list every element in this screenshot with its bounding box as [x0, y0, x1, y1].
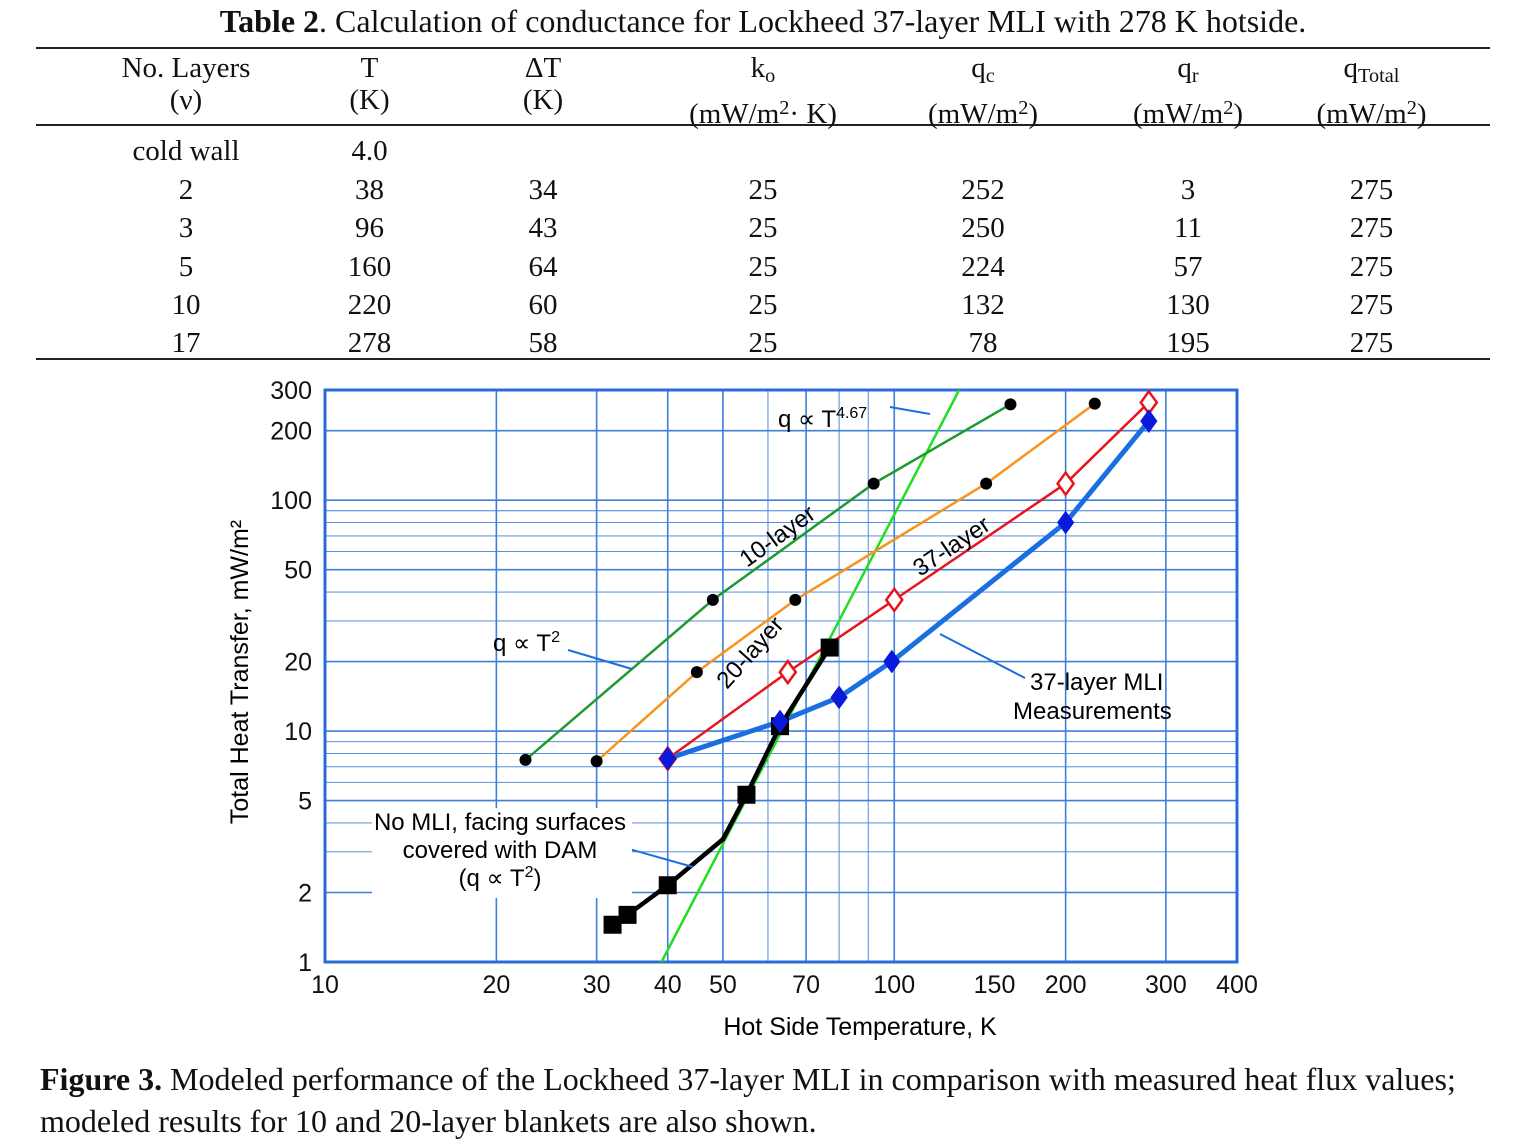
- series-no-mli-point: [618, 905, 637, 924]
- x-tick-label: 150: [974, 971, 1016, 999]
- series-measurements-point: [1140, 409, 1158, 433]
- data-table: No. Layers (ν) T (K) ΔT (K) ko (mW/m2· K) qc…: [36, 52, 1490, 363]
- y-tick-label: 20: [284, 649, 312, 677]
- series-10-layer-line: [524, 403, 1012, 761]
- leader-t467: [889, 406, 931, 415]
- series-10-layer-point: [519, 753, 532, 766]
- x-tick-label: 300: [1145, 971, 1187, 999]
- col-header-layers: No. Layers (ν): [121, 52, 251, 116]
- figure-caption: Figure 3. Modeled performance of the Loc…: [40, 1058, 1500, 1142]
- leader-t2: [567, 649, 633, 670]
- series-10-layer-point: [706, 593, 719, 606]
- col-header-dt: ΔT (K): [522, 52, 564, 116]
- table-row: 3 96 43 25 250 11 275: [178, 212, 1394, 245]
- series-no-mli-point: [820, 638, 839, 657]
- series-20-layer-point: [590, 755, 603, 768]
- table-row: 2 38 34 25 252 3 275: [178, 173, 1394, 206]
- col-header-t: T (K): [349, 52, 390, 116]
- series-measurements-point: [659, 746, 677, 771]
- table-row: 17 278 58 25 78 195 275: [171, 327, 1394, 360]
- table-row: cold wall 4.0: [132, 135, 388, 168]
- x-tick-label: 50: [709, 971, 737, 999]
- table-title: . Calculation of conductance for Lockhee…: [319, 3, 1307, 39]
- col-header-qtotal: qTotal (mW/m2): [1316, 52, 1427, 131]
- figure-caption-text: Modeled performance of the Lockheed 37-l…: [40, 1061, 1456, 1139]
- x-tick-label: 20: [482, 971, 510, 999]
- label-no-mli-1: No MLI, facing surfaces: [374, 809, 626, 836]
- table-row: 10 220 60 25 132 130 275: [171, 288, 1394, 321]
- figure-label: Figure 3.: [40, 1061, 163, 1097]
- series-37-layer-point: [778, 659, 798, 686]
- y-tick-label: 5: [298, 788, 312, 816]
- y-tick-label: 100: [270, 487, 312, 515]
- y-tick-label: 10: [284, 718, 312, 746]
- x-tick-label: 200: [1045, 971, 1087, 999]
- table-header-rule: [36, 124, 1490, 126]
- table-caption: Table 2. Calculation of conductance for …: [0, 2, 1526, 40]
- series-10-layer-point: [867, 477, 880, 490]
- y-tick-label: 1: [298, 949, 312, 977]
- y-axis-label: Total Heat Transfer, mW/m²: [226, 520, 254, 824]
- series-37-layer-point: [884, 586, 904, 614]
- series-measurements-point: [1057, 510, 1075, 535]
- table-label: Table 2: [219, 3, 320, 39]
- plot-frame: [323, 388, 1239, 964]
- series-measurements-line: [666, 419, 1151, 761]
- series-no-mli-point: [737, 785, 756, 804]
- label-t2: q ∝ T2: [493, 629, 560, 657]
- series-no-mli-point: [658, 876, 677, 895]
- y-tick-label: 200: [270, 418, 312, 446]
- series-20-layer-point: [980, 477, 993, 490]
- col-header-ko: ko (mW/m2· K): [689, 52, 837, 131]
- x-tick-label: 40: [654, 971, 682, 999]
- col-header-qr: qr (mW/m2): [1132, 52, 1243, 131]
- series-37-layer-point: [1056, 470, 1076, 497]
- label-no-mli-2: covered with DAM: [403, 837, 598, 864]
- heat-transfer-chart: 10 20 30 40 50 70 100 150 200 300 400 1 2 5 10 20 50 100 2…: [226, 377, 1258, 1041]
- label-measurements-2: Measurements: [1013, 698, 1172, 725]
- y-tick-label: 2: [298, 879, 312, 907]
- label-measurements-1: 37-layer MLI: [1030, 669, 1163, 696]
- series-no-mli-point: [603, 915, 622, 934]
- table-top-rule: [36, 47, 1490, 49]
- chart-ticks: 10 20 30 40 50 70 100 150 200 300 400 1 2 5 10 20 50 100 2…: [270, 377, 1258, 999]
- x-tick-label: 10: [311, 971, 339, 999]
- x-tick-label: 70: [792, 971, 820, 999]
- x-tick-label: 400: [1216, 971, 1258, 999]
- series-20-layer-point: [690, 666, 703, 679]
- series-10-layer-point: [1004, 398, 1017, 411]
- y-tick-label: 50: [284, 557, 312, 585]
- y-tick-label: 300: [270, 377, 312, 405]
- table-bottom-rule: [36, 358, 1490, 360]
- x-tick-label: 100: [873, 971, 915, 999]
- x-axis-label: Hot Side Temperature, K: [723, 1013, 997, 1041]
- label-no-mli-3: (q ∝ T2): [459, 864, 542, 892]
- series-no-mli-line: [611, 646, 832, 927]
- series-20-layer-point: [789, 593, 802, 606]
- table-row: 5 160 64 25 224 57 275: [178, 250, 1394, 283]
- no-mli-label-bg: [372, 808, 632, 898]
- leader-measurements: [939, 633, 1026, 679]
- series-measurements-point: [830, 685, 848, 710]
- label-t467: q ∝ T4.67: [778, 405, 867, 433]
- series-measurements-point: [771, 709, 789, 734]
- chart-series: [519, 389, 1159, 963]
- x-tick-label: 30: [583, 971, 611, 999]
- series-20-layer-point: [1088, 397, 1101, 410]
- series-measurements-point: [883, 649, 901, 674]
- col-header-qc: qc (mW/m2): [927, 52, 1038, 131]
